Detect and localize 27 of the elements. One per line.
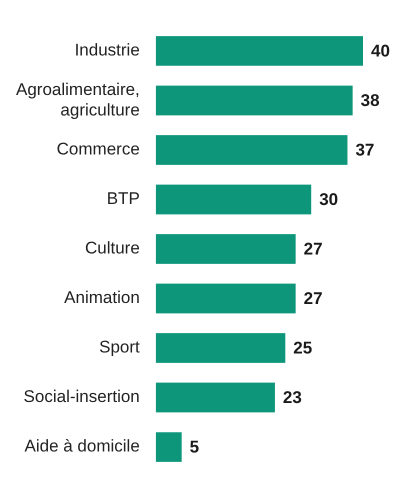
y-tick-label: Sport <box>99 338 140 357</box>
data-label: 38 <box>360 91 380 110</box>
bar <box>156 333 286 363</box>
data-label: 27 <box>304 240 323 259</box>
bar <box>156 86 353 116</box>
data-label: 37 <box>355 140 374 160</box>
bar <box>156 184 312 214</box>
y-tick-label: Industrie <box>74 40 140 60</box>
bar <box>156 36 363 66</box>
data-label: 27 <box>304 289 323 308</box>
y-tick-label: Commerce <box>56 140 140 159</box>
data-label: 23 <box>282 388 302 408</box>
bar <box>156 382 275 412</box>
y-tick-label: Animation <box>64 288 140 308</box>
y-tick-label: BTP <box>106 189 140 208</box>
bar <box>156 135 348 165</box>
y-tick-label: Aide à domicile <box>24 436 140 456</box>
data-label: 30 <box>319 190 338 210</box>
bar <box>156 284 296 314</box>
y-tick-label: Social-insertion <box>24 387 140 406</box>
data-label: 25 <box>293 338 312 358</box>
y-tick-label: Agroalimentaire, agriculture <box>16 80 140 120</box>
bar <box>156 234 296 264</box>
y-tick-label: Culture <box>84 238 140 258</box>
bar <box>156 432 182 462</box>
data-label: 5 <box>190 438 200 457</box>
data-label: 40 <box>371 42 390 61</box>
